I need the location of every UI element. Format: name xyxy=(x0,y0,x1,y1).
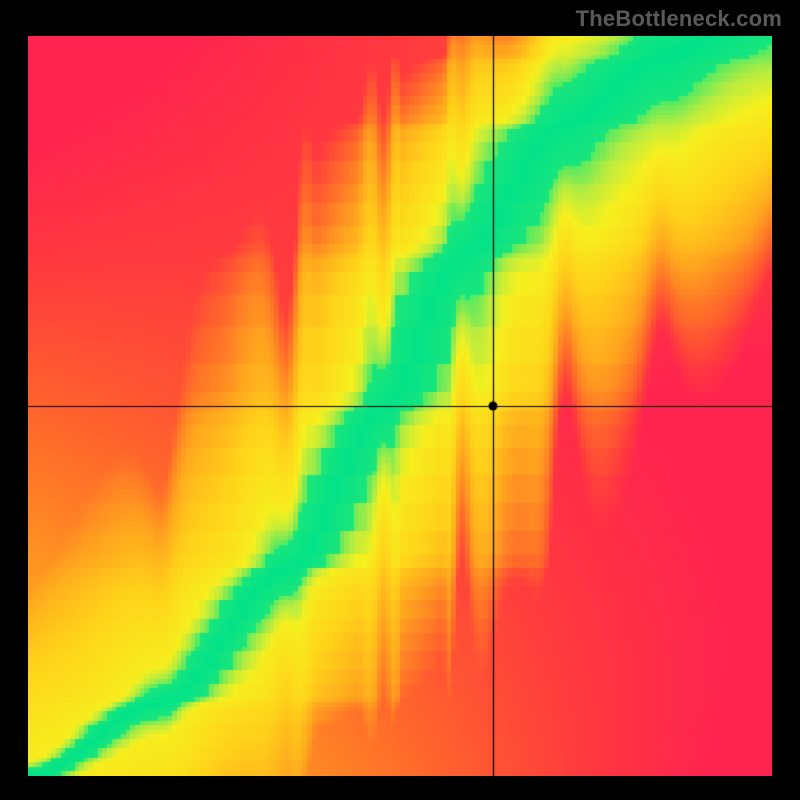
chart-container: TheBottleneck.com xyxy=(0,0,800,800)
bottleneck-heatmap xyxy=(28,36,772,776)
watermark-text: TheBottleneck.com xyxy=(576,6,782,32)
